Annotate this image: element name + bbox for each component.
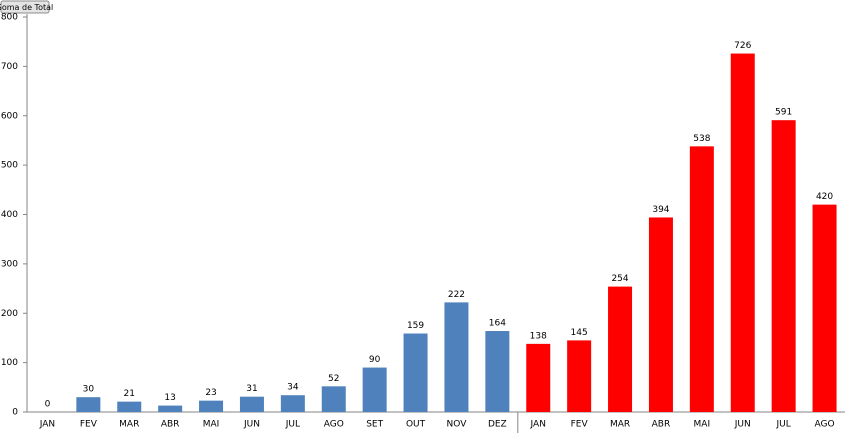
data-label: 23 xyxy=(205,388,216,398)
y-tick-label: 200 xyxy=(1,309,18,319)
bar xyxy=(158,405,183,412)
x-tick-label: SET xyxy=(366,420,383,430)
bar xyxy=(648,217,673,412)
data-label: 21 xyxy=(124,389,135,399)
data-label: 138 xyxy=(530,331,547,341)
data-label: 0 xyxy=(45,400,51,410)
data-label: 31 xyxy=(246,384,257,394)
x-tick-label: JUL xyxy=(776,420,791,430)
bar xyxy=(567,340,592,412)
y-tick-label: 700 xyxy=(1,62,18,72)
bar xyxy=(76,397,101,412)
y-tick-label: 100 xyxy=(1,358,18,368)
bar xyxy=(199,400,224,412)
field-button-label[interactable]: Soma de Total xyxy=(0,3,53,12)
x-tick-label: ABR xyxy=(161,420,180,430)
x-tick-label: JAN xyxy=(39,420,55,430)
bar xyxy=(362,367,387,412)
y-tick-label: 800 xyxy=(1,13,18,23)
field-button[interactable] xyxy=(0,0,50,14)
x-tick-label: ABR xyxy=(652,420,671,430)
x-tick-label: AGO xyxy=(815,420,835,430)
x-tick-label: DEZ xyxy=(488,420,507,430)
bar xyxy=(444,302,469,412)
x-tick-label: FEV xyxy=(80,420,98,430)
x-tick-label: MAI xyxy=(694,420,711,430)
y-tick-label: 600 xyxy=(1,111,18,121)
bar xyxy=(117,401,142,412)
data-label: 145 xyxy=(571,328,588,338)
bar xyxy=(689,146,714,413)
bar xyxy=(403,333,428,412)
data-label: 90 xyxy=(369,355,381,365)
data-label: 13 xyxy=(164,393,175,403)
x-tick-label: MAR xyxy=(610,420,630,430)
data-label: 420 xyxy=(816,192,833,202)
data-label: 159 xyxy=(407,321,424,331)
data-label: 30 xyxy=(83,385,95,395)
y-tick-label: 300 xyxy=(1,259,18,269)
data-label: 591 xyxy=(775,108,792,118)
y-tick-label: 0 xyxy=(12,408,18,418)
x-tick-label: OUT xyxy=(406,420,426,430)
x-tick-label: AGO xyxy=(324,420,344,430)
x-tick-label: MAR xyxy=(119,420,139,430)
data-label: 726 xyxy=(734,41,751,51)
data-label: 164 xyxy=(489,319,506,329)
data-label: 52 xyxy=(328,374,339,384)
bar xyxy=(730,53,755,412)
y-tick-label: 400 xyxy=(1,210,18,220)
x-tick-label: FEV xyxy=(571,420,589,430)
data-label: 538 xyxy=(693,134,710,144)
x-tick-label: JAN xyxy=(530,420,546,430)
x-tick-label: JUN xyxy=(243,420,260,430)
x-tick-label: JUL xyxy=(285,420,300,430)
bar xyxy=(485,331,510,412)
x-tick-label: NOV xyxy=(447,420,468,430)
data-label: 34 xyxy=(287,383,299,393)
x-tick-label: MAI xyxy=(203,420,220,430)
bar xyxy=(771,120,796,412)
y-tick-label: 500 xyxy=(1,161,18,171)
data-label: 254 xyxy=(611,274,628,284)
x-tick-label: JUN xyxy=(734,420,751,430)
bar xyxy=(321,386,346,412)
bar xyxy=(608,286,633,412)
bar xyxy=(526,343,551,412)
data-label: 394 xyxy=(652,205,669,215)
bar xyxy=(239,396,264,412)
data-label: 222 xyxy=(448,290,465,300)
bar xyxy=(812,204,837,412)
bar xyxy=(280,395,305,412)
